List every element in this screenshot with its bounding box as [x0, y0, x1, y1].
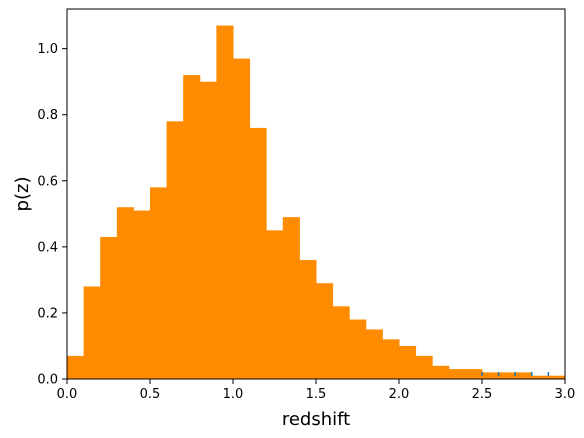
histogram-bar	[283, 217, 300, 379]
histogram-bar	[299, 260, 316, 379]
histogram-bar	[183, 75, 200, 379]
y-tick-label: 0.4	[37, 240, 58, 255]
y-tick-label: 0.6	[37, 174, 58, 189]
histogram-bar	[133, 211, 150, 379]
x-axis: 0.0 0.5 1.0 1.5 2.0 2.5 3.0	[57, 379, 576, 402]
x-tick-label: 1.5	[306, 387, 327, 402]
histogram-bar	[250, 128, 267, 379]
histogram-bar	[515, 372, 532, 379]
histogram-bar	[67, 356, 84, 379]
histogram-bar	[216, 26, 233, 379]
y-tick-label: 0.0	[37, 373, 58, 388]
histogram-bar	[416, 356, 433, 379]
histogram-bar	[117, 207, 134, 379]
x-tick-label: 3.0	[555, 387, 576, 402]
histogram-bar	[233, 59, 250, 379]
histogram-bar	[499, 372, 516, 379]
y-tick-label: 0.8	[37, 108, 58, 123]
histogram-bar	[150, 187, 167, 379]
histogram-bar	[167, 121, 184, 379]
histogram-bar	[432, 366, 449, 379]
histogram-bar	[333, 306, 350, 379]
histogram-bar	[316, 283, 333, 379]
histogram-bar	[349, 320, 366, 379]
histogram-bar	[382, 339, 399, 379]
histogram-bar	[465, 369, 482, 379]
x-tick-label: 0.0	[57, 387, 78, 402]
y-tick-label: 1.0	[37, 42, 58, 57]
histogram-bar	[84, 287, 101, 380]
histogram-bar	[399, 346, 416, 379]
histogram-bar	[449, 369, 466, 379]
histogram-bar	[366, 329, 383, 379]
x-tick-label: 1.0	[223, 387, 244, 402]
histogram-bar	[266, 230, 283, 379]
x-axis-label: redshift	[282, 409, 350, 430]
y-axis-label: p(z)	[12, 177, 33, 212]
y-axis: 0.0 0.2 0.4 0.6 0.8 1.0	[37, 42, 67, 387]
y-tick-label: 0.2	[37, 306, 58, 321]
histogram-bar	[200, 82, 217, 379]
x-tick-label: 0.5	[140, 387, 161, 402]
x-tick-label: 2.0	[389, 387, 410, 402]
x-tick-label: 2.5	[472, 387, 493, 402]
histogram-bar	[482, 372, 499, 379]
histogram-bars	[67, 26, 566, 379]
histogram-bar	[100, 237, 117, 379]
